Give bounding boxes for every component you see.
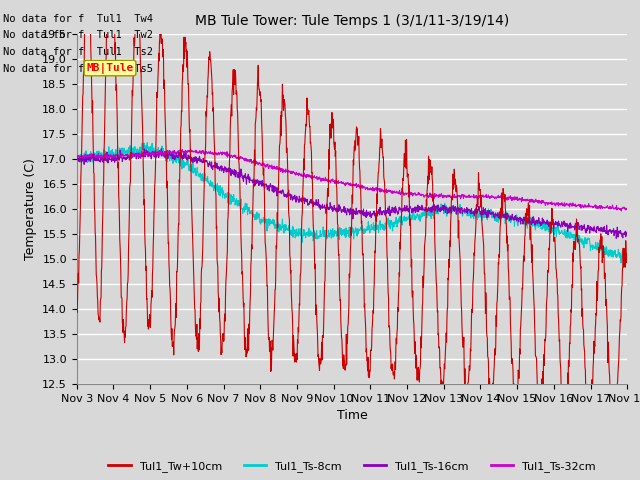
Text: No data for f  Tul1  Tw4: No data for f Tul1 Tw4 (3, 13, 153, 24)
Legend: Tul1_Tw+10cm, Tul1_Ts-8cm, Tul1_Ts-16cm, Tul1_Ts-32cm: Tul1_Tw+10cm, Tul1_Ts-8cm, Tul1_Ts-16cm,… (104, 457, 600, 477)
Text: No data for f  Tul1  Ts5: No data for f Tul1 Ts5 (3, 64, 153, 74)
X-axis label: Time: Time (337, 409, 367, 422)
Text: No data for f  Tul1  Ts2: No data for f Tul1 Ts2 (3, 47, 153, 57)
Text: No data for f  Tul1  Tw2: No data for f Tul1 Tw2 (3, 30, 153, 40)
Y-axis label: Temperature (C): Temperature (C) (24, 158, 36, 260)
Text: MB|Tule: MB|Tule (86, 62, 134, 73)
Title: MB Tule Tower: Tule Temps 1 (3/1/11-3/19/14): MB Tule Tower: Tule Temps 1 (3/1/11-3/19… (195, 14, 509, 28)
